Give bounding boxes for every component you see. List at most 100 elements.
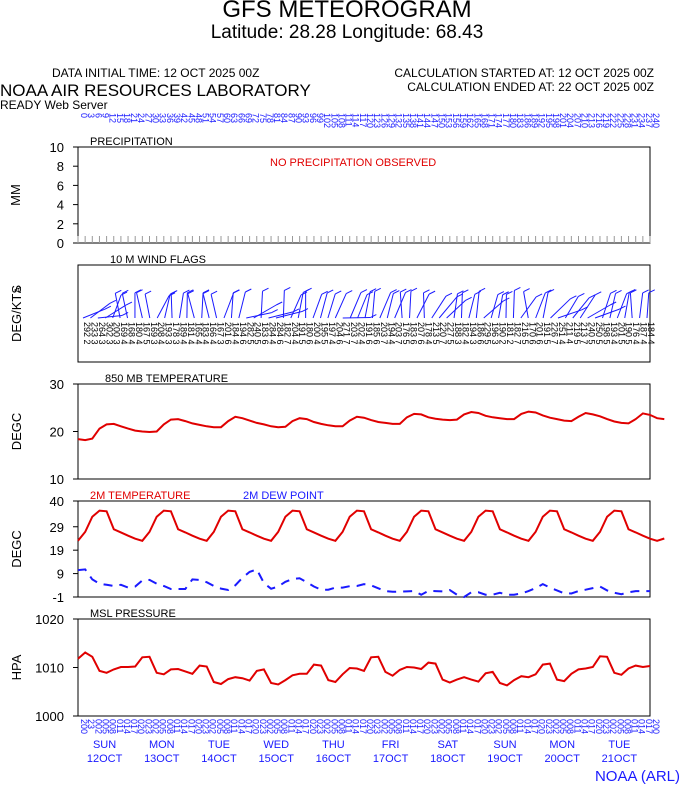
hour-label-top: 120 bbox=[365, 113, 375, 128]
wind-barb bbox=[498, 294, 504, 319]
hour-label-bottom: 002 bbox=[322, 719, 332, 734]
hour-label-bottom: 014 bbox=[637, 719, 647, 734]
precip-bar bbox=[313, 236, 315, 243]
wind-barb-flag bbox=[183, 289, 190, 294]
wind-label: 250 5 bbox=[594, 322, 604, 345]
hour-label-bottom: 008 bbox=[508, 719, 518, 734]
precip-bar bbox=[635, 236, 637, 243]
wind-label: 183 6 bbox=[260, 322, 270, 345]
wind-barb-flag bbox=[648, 289, 655, 294]
wind-barb bbox=[202, 293, 210, 319]
precip-bar bbox=[241, 236, 243, 243]
wind-label: 168 4 bbox=[127, 322, 137, 345]
hour-label-bottom: 005 bbox=[158, 719, 168, 734]
precip-bar bbox=[628, 236, 630, 243]
y-tick-label: 40 bbox=[50, 494, 64, 509]
wind-barb bbox=[319, 292, 328, 319]
hour-label-bottom: 014 bbox=[236, 719, 246, 734]
precip-bar bbox=[435, 236, 436, 243]
hour-label-bottom: 023 bbox=[601, 719, 611, 734]
hour-label-bottom: 002 bbox=[437, 719, 447, 734]
hour-label-top: 240 bbox=[651, 113, 661, 128]
hour-label-bottom: 200 bbox=[79, 719, 89, 734]
precip-bar bbox=[413, 236, 415, 243]
wind-label: 284 4 bbox=[268, 322, 278, 345]
precip-bar bbox=[442, 236, 444, 243]
wind-barb-flag bbox=[121, 312, 129, 316]
wind-barb bbox=[587, 304, 611, 319]
wind-barb-flag bbox=[465, 296, 472, 301]
hour-label-top: 105 bbox=[329, 113, 339, 128]
hour-label-top: 69 bbox=[243, 113, 253, 123]
t2m-line bbox=[77, 509, 665, 542]
wind-barb bbox=[542, 292, 549, 319]
wind-barb bbox=[579, 294, 596, 319]
precip-bar bbox=[499, 236, 501, 243]
hour-label-top: 126 bbox=[379, 113, 389, 128]
y-axis-label: HPA bbox=[9, 654, 24, 680]
hour-label-bottom: 023 bbox=[143, 719, 153, 734]
wind-barb-flag bbox=[610, 289, 617, 294]
precip-bar bbox=[520, 236, 522, 243]
wind-barb bbox=[136, 292, 143, 319]
hour-label-bottom: 017 bbox=[644, 719, 654, 734]
precip-bar bbox=[513, 236, 515, 243]
wind-barb-flag bbox=[547, 289, 555, 293]
chart-title: GFS METEOROGRAM bbox=[222, 0, 472, 23]
wind-label: 181 4 bbox=[186, 322, 196, 345]
hour-label-top: 3 bbox=[86, 113, 96, 118]
wind-barb bbox=[399, 292, 403, 319]
hour-label-top: 204 bbox=[565, 113, 575, 128]
wind-label: 184 4 bbox=[230, 322, 240, 345]
hour-label-top: 24 bbox=[136, 113, 146, 123]
precip-bar bbox=[563, 236, 565, 243]
wind-barb bbox=[121, 293, 129, 319]
wind-barb-flag bbox=[393, 290, 400, 294]
precip-bar bbox=[199, 236, 201, 243]
hour-label-bottom: 008 bbox=[222, 719, 232, 734]
wind-label: 196 3 bbox=[490, 322, 500, 345]
wind-label: 219 5 bbox=[572, 322, 582, 345]
wind-label: 194 6 bbox=[238, 322, 248, 345]
wind-label: 191 5 bbox=[297, 322, 307, 345]
hour-label-bottom: 020 bbox=[594, 719, 604, 734]
wind-barb-flag bbox=[410, 287, 418, 292]
y-tick-label: 1020 bbox=[35, 612, 64, 627]
legend-dew-point: 2M DEW POINT bbox=[243, 490, 324, 502]
wind-label: 216 5 bbox=[520, 322, 530, 345]
wind-barb-flag bbox=[187, 290, 195, 295]
hour-label-top: 150 bbox=[437, 113, 447, 128]
hour-label-top: 111 bbox=[344, 113, 354, 127]
hour-label-top: 180 bbox=[508, 113, 518, 128]
hour-label-top: 165 bbox=[472, 113, 482, 128]
wind-label: 184 4 bbox=[646, 322, 656, 345]
precip-bar bbox=[334, 236, 336, 243]
precip-bar bbox=[206, 236, 208, 243]
hour-label-bottom: 011 bbox=[115, 719, 125, 733]
wind-label: 187 4 bbox=[639, 322, 649, 345]
wind-barb bbox=[490, 294, 499, 319]
wind-barb bbox=[114, 293, 121, 319]
wind-label: 191 6 bbox=[364, 322, 374, 345]
precip-bar bbox=[249, 236, 251, 243]
hour-label-bottom: 008 bbox=[336, 719, 346, 734]
precip-bar bbox=[542, 236, 544, 243]
precip-bar bbox=[349, 236, 351, 243]
hour-label-top: 45 bbox=[186, 113, 196, 123]
precip-bar bbox=[263, 236, 265, 243]
wind-barb-flag bbox=[595, 291, 602, 296]
hour-label-top: 27 bbox=[143, 113, 153, 123]
precip-bar bbox=[320, 236, 322, 243]
hour-label-top: 60 bbox=[222, 113, 232, 123]
wind-label: 251 4 bbox=[557, 322, 567, 345]
wind-label: 200 3 bbox=[112, 322, 122, 345]
hour-label-bottom: 017 bbox=[243, 719, 253, 734]
precip-bar bbox=[299, 236, 301, 243]
wind-label: 207 6 bbox=[416, 322, 426, 345]
wind-barb-flag bbox=[115, 289, 122, 294]
hour-label-bottom: 023 bbox=[201, 719, 211, 734]
wind-label: 271 7 bbox=[342, 322, 352, 345]
wind-label: 180 4 bbox=[134, 322, 144, 345]
day-of-week: SAT bbox=[438, 739, 459, 751]
